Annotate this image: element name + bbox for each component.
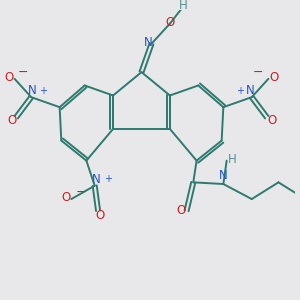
Text: O: O (5, 71, 14, 84)
Text: O: O (95, 208, 104, 222)
Text: N: N (28, 84, 37, 97)
Text: +: + (236, 86, 244, 96)
Text: O: O (7, 114, 16, 127)
Text: −: − (18, 66, 28, 79)
Text: N: N (92, 173, 100, 186)
Text: −: − (253, 66, 263, 79)
Text: O: O (61, 191, 71, 204)
Text: O: O (166, 16, 175, 29)
Text: H: H (228, 153, 237, 166)
Text: O: O (176, 204, 185, 217)
Text: +: + (39, 86, 47, 96)
Text: N: N (219, 169, 228, 182)
Text: O: O (269, 71, 278, 84)
Text: −: − (75, 186, 86, 199)
Text: N: N (144, 36, 152, 49)
Text: N: N (246, 84, 255, 97)
Text: O: O (267, 114, 277, 127)
Text: H: H (179, 0, 188, 12)
Text: +: + (104, 174, 112, 184)
